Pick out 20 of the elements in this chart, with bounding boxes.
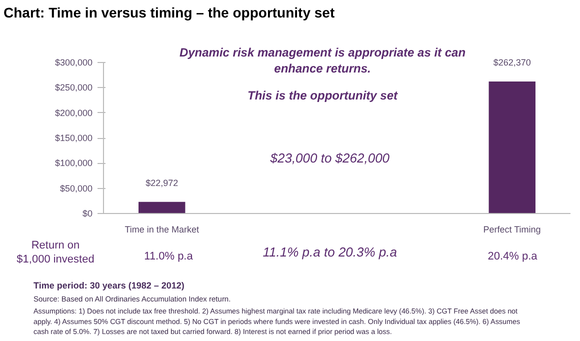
data-label: $22,972 bbox=[146, 178, 178, 188]
chart-title: Chart: Time in versus timing – the opportunity set bbox=[4, 4, 335, 20]
y-tick-label: $100,000 bbox=[54, 158, 93, 168]
y-tick-label: $50,000 bbox=[60, 183, 93, 194]
x-tick-label: Perfect Timing bbox=[483, 224, 541, 234]
annotation: $23,000 to $262,000 bbox=[269, 150, 390, 166]
y-tick-label: $150,000 bbox=[54, 133, 93, 143]
y-tick-label: $300,000 bbox=[54, 58, 93, 68]
annotation: This is the opportunity set bbox=[247, 88, 399, 102]
y-tick-label: $200,000 bbox=[54, 108, 93, 118]
data-label: $262,370 bbox=[493, 57, 531, 68]
text: Time period: 30 years (1982 – 2012) bbox=[34, 280, 184, 290]
text: Return on $1,000 invested bbox=[16, 240, 94, 266]
annotation: Dynamic risk management is appropriate as it can enhance returns. bbox=[179, 46, 466, 76]
y-tick-label: $0 bbox=[82, 208, 93, 218]
y-tick-label: $250,000 bbox=[54, 82, 93, 93]
text: 11.1% p.a to 20.3% p.a bbox=[262, 244, 397, 260]
x-tick-label: Time in the Market bbox=[124, 224, 200, 234]
text: 11.0% p.a bbox=[144, 250, 194, 262]
text: 20.4% p.a bbox=[488, 250, 538, 262]
